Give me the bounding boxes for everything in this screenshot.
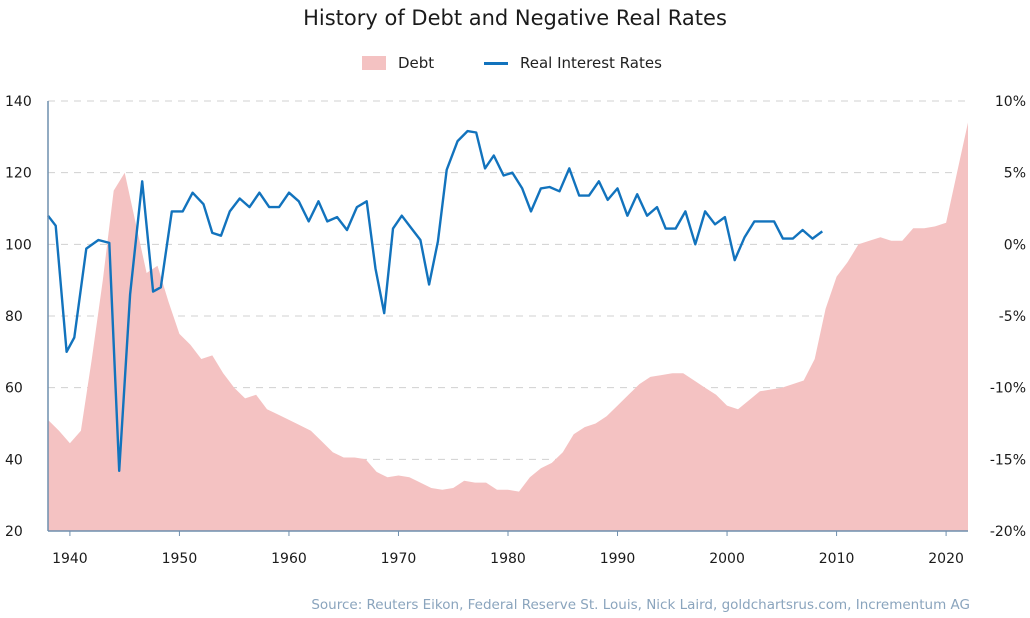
x-tick-label-1970: 1970 <box>381 551 417 567</box>
y-left-tick-label-20: 20 <box>5 524 23 540</box>
y-right-tick-label-2: -10% <box>990 381 1026 397</box>
x-tick-label-1940: 1940 <box>52 551 88 567</box>
y-left-tick-label-40: 40 <box>5 452 23 468</box>
legend-label-debt: Debt <box>398 54 435 72</box>
y-right-tick-label-1: -15% <box>990 452 1026 468</box>
y-left-tick-label-100: 100 <box>5 237 32 253</box>
real-rates-line-layer <box>47 129 824 472</box>
x-tick-label-2010: 2010 <box>819 551 855 567</box>
axis-layer <box>47 101 968 536</box>
x-tick-label-2000: 2000 <box>709 551 745 567</box>
y-right-tick-label-4: 0% <box>1004 237 1026 253</box>
grid-layer <box>48 100 968 460</box>
y-right-tick-label-5: 5% <box>1004 166 1026 182</box>
chart-title: History of Debt and Negative Real Rates <box>303 6 727 30</box>
x-tick-label-2020: 2020 <box>928 551 964 567</box>
debt-area-layer <box>48 122 968 531</box>
real-interest-rates-line <box>47 129 824 472</box>
y-left-tick-label-120: 120 <box>5 166 32 182</box>
x-tick-label-1960: 1960 <box>271 551 307 567</box>
legend-swatch-debt <box>362 56 386 70</box>
legend-item-debt[interactable]: Debt <box>362 54 434 72</box>
legend-item-real-interest-rates[interactable]: Real Interest Rates <box>484 54 662 72</box>
legend: Debt Real Interest Rates <box>0 54 1030 76</box>
x-tick-label-1990: 1990 <box>600 551 636 567</box>
y-right-tick-label-6: 10% <box>995 94 1026 110</box>
y-right-tick-label-0: -20% <box>990 524 1026 540</box>
debt-area <box>48 122 968 531</box>
x-tick-label-1950: 1950 <box>162 551 198 567</box>
y-left-tick-label-80: 80 <box>5 309 23 325</box>
legend-label-real-interest-rates: Real Interest Rates <box>520 54 662 72</box>
y-left-tick-label-60: 60 <box>5 381 23 397</box>
x-tick-label-1980: 1980 <box>490 551 526 567</box>
legend-swatch-real-interest-rates <box>484 61 508 65</box>
tick-label-layer: 20 40 60 80 100 120 140 -20% -15% -10% -5% 0% 5% 10% 1… <box>5 94 1026 567</box>
y-left-tick-label-140: 140 <box>5 94 32 110</box>
source-note: Source: Reuters Eikon, Federal Reserve S… <box>311 597 970 613</box>
y-right-tick-label-3: -5% <box>999 309 1026 325</box>
